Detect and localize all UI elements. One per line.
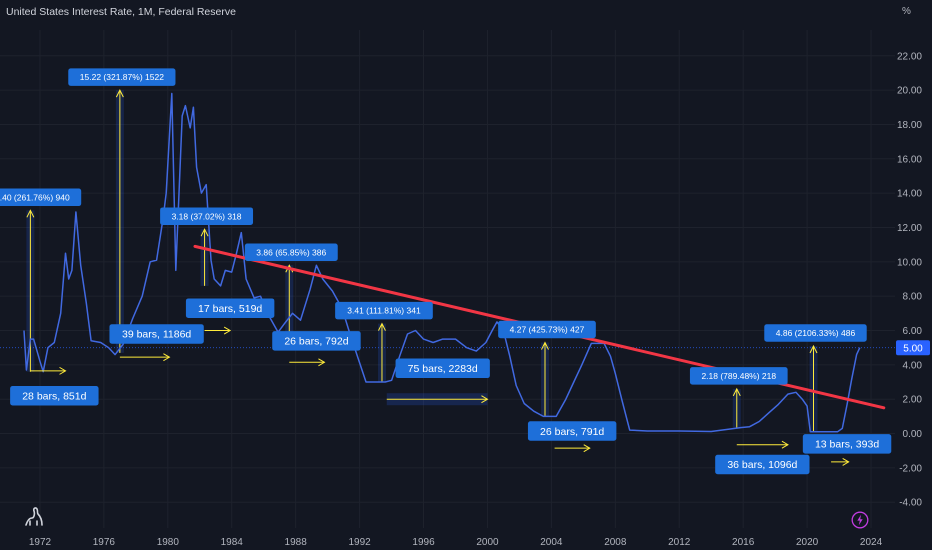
range-label: 75 bars, 2283d: [408, 363, 478, 375]
y-tick-label: 6.00: [903, 326, 923, 337]
x-tick-label: 1984: [221, 537, 244, 548]
range-label-box: [715, 454, 810, 475]
price-tag-box: [896, 340, 930, 356]
range-arrow-head: [481, 395, 489, 404]
measure-label: 15.22 (321.87%) 1522: [80, 72, 164, 82]
lightning-bolt-icon[interactable]: [851, 511, 869, 529]
measure-label: 2.18 (789.48%) 218: [701, 371, 776, 381]
measure-label-box: [689, 367, 788, 385]
unit-label: %: [902, 6, 911, 17]
range-arrow-head: [318, 358, 326, 367]
measure-arrow-head: [541, 341, 549, 350]
chart-title: United States Interest Rate, 1M, Federal…: [6, 6, 236, 18]
measure-arrow-head: [809, 344, 818, 354]
x-tick-label: 1976: [93, 537, 116, 548]
measure-arrow-head: [115, 88, 124, 98]
range-label: 28 bars, 851d: [22, 391, 86, 403]
y-tick-label: -2.00: [899, 463, 922, 474]
range-label: 36 bars, 1096d: [727, 459, 797, 471]
measure-label-box: [335, 301, 433, 320]
range-label-box: [527, 421, 617, 441]
range-label-box: [185, 298, 275, 318]
y-tick-label: 2.00: [903, 395, 923, 406]
measure-label: 4.86 (2106.33%) 486: [776, 328, 856, 338]
range-label: 39 bars, 1186d: [122, 329, 191, 341]
range-label: 17 bars, 519d: [198, 303, 262, 315]
measure-arrow-head: [200, 228, 209, 237]
y-tick-label: 10.00: [897, 257, 922, 268]
measure-label-box: [498, 320, 596, 339]
range-label-box: [272, 331, 361, 351]
y-tick-label: 14.00: [897, 189, 922, 200]
range-arrow-head: [223, 326, 232, 335]
x-tick-label: 2020: [796, 537, 819, 548]
y-tick-label: 12.00: [897, 223, 922, 234]
range-label-box: [395, 358, 490, 379]
measure-arrow-head: [378, 322, 386, 331]
y-tick-label: -4.00: [899, 498, 922, 509]
range-arrow-head: [842, 457, 850, 466]
x-tick-label: 2012: [668, 537, 691, 548]
y-tick-label: 22.00: [897, 51, 922, 62]
x-tick-label: 1988: [285, 537, 308, 548]
measure-label-box: [68, 68, 176, 86]
measure-label-box: [764, 324, 867, 342]
x-tick-label: 1992: [348, 537, 371, 548]
measure-label-box: [160, 207, 254, 225]
x-tick-label: 2000: [476, 537, 499, 548]
measure-arrow-head: [26, 209, 35, 218]
price-tag-label: 5.00: [903, 343, 923, 354]
range-label-box: [802, 434, 892, 454]
range-arrow-head: [781, 440, 789, 449]
x-tick-label: 1972: [29, 537, 52, 548]
x-tick-label: 1996: [412, 537, 435, 548]
range-label: 13 bars, 393d: [815, 439, 879, 451]
range-label-box: [10, 386, 99, 406]
measure-label: 9.40 (261.76%) 940: [0, 192, 70, 202]
measure-label-box: [244, 243, 338, 262]
y-tick-label: 16.00: [897, 154, 922, 165]
measure-label: 3.41 (111.81%) 341: [347, 306, 421, 316]
range-arrow-head: [59, 366, 67, 375]
measure-label-box: [0, 188, 82, 207]
x-tick-label: 1980: [157, 537, 180, 548]
dinosaur-logo-icon: [25, 507, 43, 526]
measure-label: 4.27 (425.73%) 427: [510, 325, 585, 335]
measure-label: 3.86 (65.85%) 386: [256, 247, 326, 257]
range-arrow-head: [583, 444, 591, 453]
y-tick-label: 18.00: [897, 120, 922, 131]
y-tick-label: 8.00: [903, 292, 923, 303]
range-label-box: [109, 324, 204, 344]
x-tick-label: 2008: [604, 537, 627, 548]
x-tick-label: 2024: [860, 537, 883, 548]
measure-label: 3.18 (37.02%) 318: [172, 211, 242, 221]
y-tick-label: 20.00: [897, 86, 922, 97]
y-tick-label: 4.00: [903, 360, 923, 371]
range-arrow-head: [163, 353, 171, 362]
range-label: 26 bars, 791d: [540, 426, 604, 438]
x-tick-label: 2004: [540, 537, 563, 548]
y-tick-label: 0.00: [903, 429, 923, 440]
measure-arrow-head: [732, 387, 741, 397]
range-label: 26 bars, 792d: [284, 336, 348, 348]
x-tick-label: 2016: [732, 537, 755, 548]
